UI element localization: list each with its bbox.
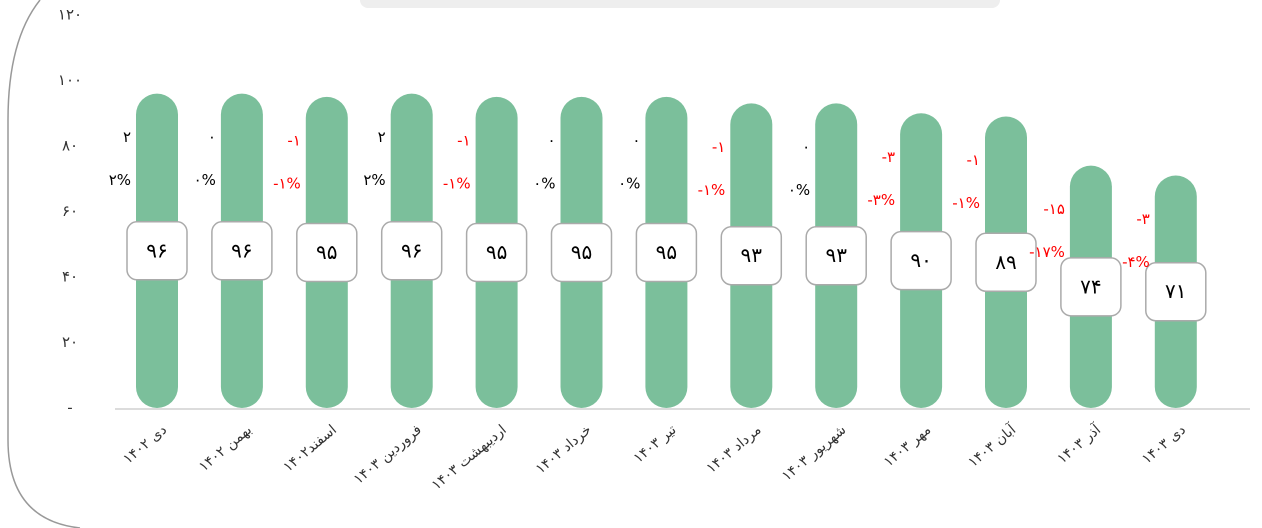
y-tick-label: ۲۰ xyxy=(62,333,78,351)
change-label: ۲ xyxy=(123,128,131,146)
x-tick-group: آذر ۱۴۰۳ xyxy=(1054,420,1105,467)
x-tick-label: دی ۱۴۰۲ xyxy=(120,422,170,468)
change-percent-label: ۰% xyxy=(618,174,640,192)
x-tick-label: بهمن ۱۴۰۲ xyxy=(196,422,255,475)
x-tick-label: مرداد ۱۴۰۳ xyxy=(704,422,765,477)
x-tick-group: دی ۱۴۰۳ xyxy=(1139,422,1189,468)
x-tick-label: شهریور ۱۴۰۳ xyxy=(779,422,849,485)
change-label: -۱ xyxy=(967,151,980,169)
change-label: ۲ xyxy=(378,128,386,146)
y-tick-label: ۴۰ xyxy=(62,268,78,286)
y-tick-label: ۶۰ xyxy=(62,202,78,220)
x-tick-group: مرداد ۱۴۰۳ xyxy=(704,422,765,477)
value-label-box xyxy=(890,230,952,291)
change-percent-label: ۲% xyxy=(109,171,131,189)
value-label: ۹۳ xyxy=(741,243,763,267)
value-label: ۹۶ xyxy=(146,238,167,262)
value-label: ۹۳ xyxy=(825,243,847,267)
change-percent-label: -۱% xyxy=(698,181,726,199)
x-tick-label: اردیبهشت ۱۴۰۳ xyxy=(429,422,510,494)
change-percent-label: -۱% xyxy=(443,174,471,192)
change-percent-label: -۱% xyxy=(273,174,301,192)
x-tick-label: مهر ۱۴۰۳ xyxy=(881,422,934,470)
change-percent-label: ۰% xyxy=(788,181,810,199)
x-tick-label: تیر ۱۴۰۳ xyxy=(631,422,680,467)
value-label-box xyxy=(635,222,698,283)
x-tick-group: خرداد ۱۴۰۳ xyxy=(533,422,595,477)
value-label-box xyxy=(211,221,273,281)
change-label: ۰ xyxy=(802,138,810,156)
value-label: ۸۹ xyxy=(995,250,1016,274)
value-label: ۷۴ xyxy=(1080,274,1101,298)
value-label: ۹۵ xyxy=(571,240,592,264)
change-label: ۰ xyxy=(632,131,640,149)
x-tick-group: بهمن ۱۴۰۲ xyxy=(196,422,255,475)
y-tick-label: ۱۲۰ xyxy=(58,6,82,24)
value-label-box xyxy=(380,221,443,281)
x-tick-group: شهریور ۱۴۰۳ xyxy=(779,422,849,485)
change-label: ۰ xyxy=(547,131,555,149)
x-tick-label: آبان ۱۴۰۳ xyxy=(965,420,1020,470)
value-label-box xyxy=(1145,261,1207,322)
value-label-box xyxy=(550,222,613,283)
x-tick-group: اسفند۱۴۰۲ xyxy=(280,422,340,476)
value-label-box xyxy=(805,225,867,286)
value-label-box xyxy=(975,232,1037,293)
change-label: -۱ xyxy=(457,131,470,149)
value-label: ۷۱ xyxy=(1165,279,1186,303)
y-tick-label: ۱۰۰ xyxy=(58,71,82,89)
x-tick-label: فروردین ۱۴۰۳ xyxy=(351,422,425,488)
change-label: -۳ xyxy=(1136,210,1149,228)
x-tick-group: دی ۱۴۰۲ xyxy=(120,422,170,468)
value-label-box xyxy=(1060,257,1122,317)
y-tick-label: - xyxy=(67,399,72,417)
value-label-box xyxy=(296,222,358,283)
value-label: ۹۵ xyxy=(316,240,337,264)
change-label: -۱۵ xyxy=(1043,200,1065,218)
change-label: -۱ xyxy=(287,131,300,149)
x-tick-group: اردیبهشت ۱۴۰۳ xyxy=(429,422,510,494)
change-percent-label: -۱۷% xyxy=(1029,243,1065,261)
value-label: ۹۶ xyxy=(401,238,422,262)
change-percent-label: -۳% xyxy=(867,191,895,209)
y-tick-label: ۸۰ xyxy=(62,137,78,155)
frame-border xyxy=(7,0,81,528)
x-tick-group: آبان ۱۴۰۳ xyxy=(965,420,1020,470)
value-label: ۹۰ xyxy=(910,248,931,272)
change-percent-label: ۰% xyxy=(533,174,555,192)
change-label: -۱ xyxy=(712,138,725,156)
value-label-box xyxy=(126,221,188,281)
value-label: ۹۶ xyxy=(231,238,252,262)
header-bar xyxy=(360,0,1000,8)
value-label: ۹۵ xyxy=(486,240,507,264)
value-label-box xyxy=(720,225,783,286)
change-label: ۰ xyxy=(208,128,216,146)
x-tick-label: دی ۱۴۰۳ xyxy=(1139,422,1189,468)
change-percent-label: -۴% xyxy=(1122,253,1150,271)
change-label: -۳ xyxy=(882,148,895,166)
value-label-box xyxy=(465,222,528,283)
change-percent-label: ۰% xyxy=(194,171,216,189)
value-label: ۹۵ xyxy=(656,240,677,264)
x-tick-label: خرداد ۱۴۰۳ xyxy=(533,422,595,477)
x-tick-label: اسفند۱۴۰۲ xyxy=(280,422,340,476)
x-tick-group: فروردین ۱۴۰۳ xyxy=(351,422,425,488)
change-percent-label: ۲% xyxy=(363,171,385,189)
x-tick-group: مهر ۱۴۰۳ xyxy=(881,422,934,470)
x-tick-group: تیر ۱۴۰۳ xyxy=(631,422,680,467)
x-tick-label: آذر ۱۴۰۳ xyxy=(1054,420,1105,467)
change-percent-label: -۱% xyxy=(952,194,980,212)
